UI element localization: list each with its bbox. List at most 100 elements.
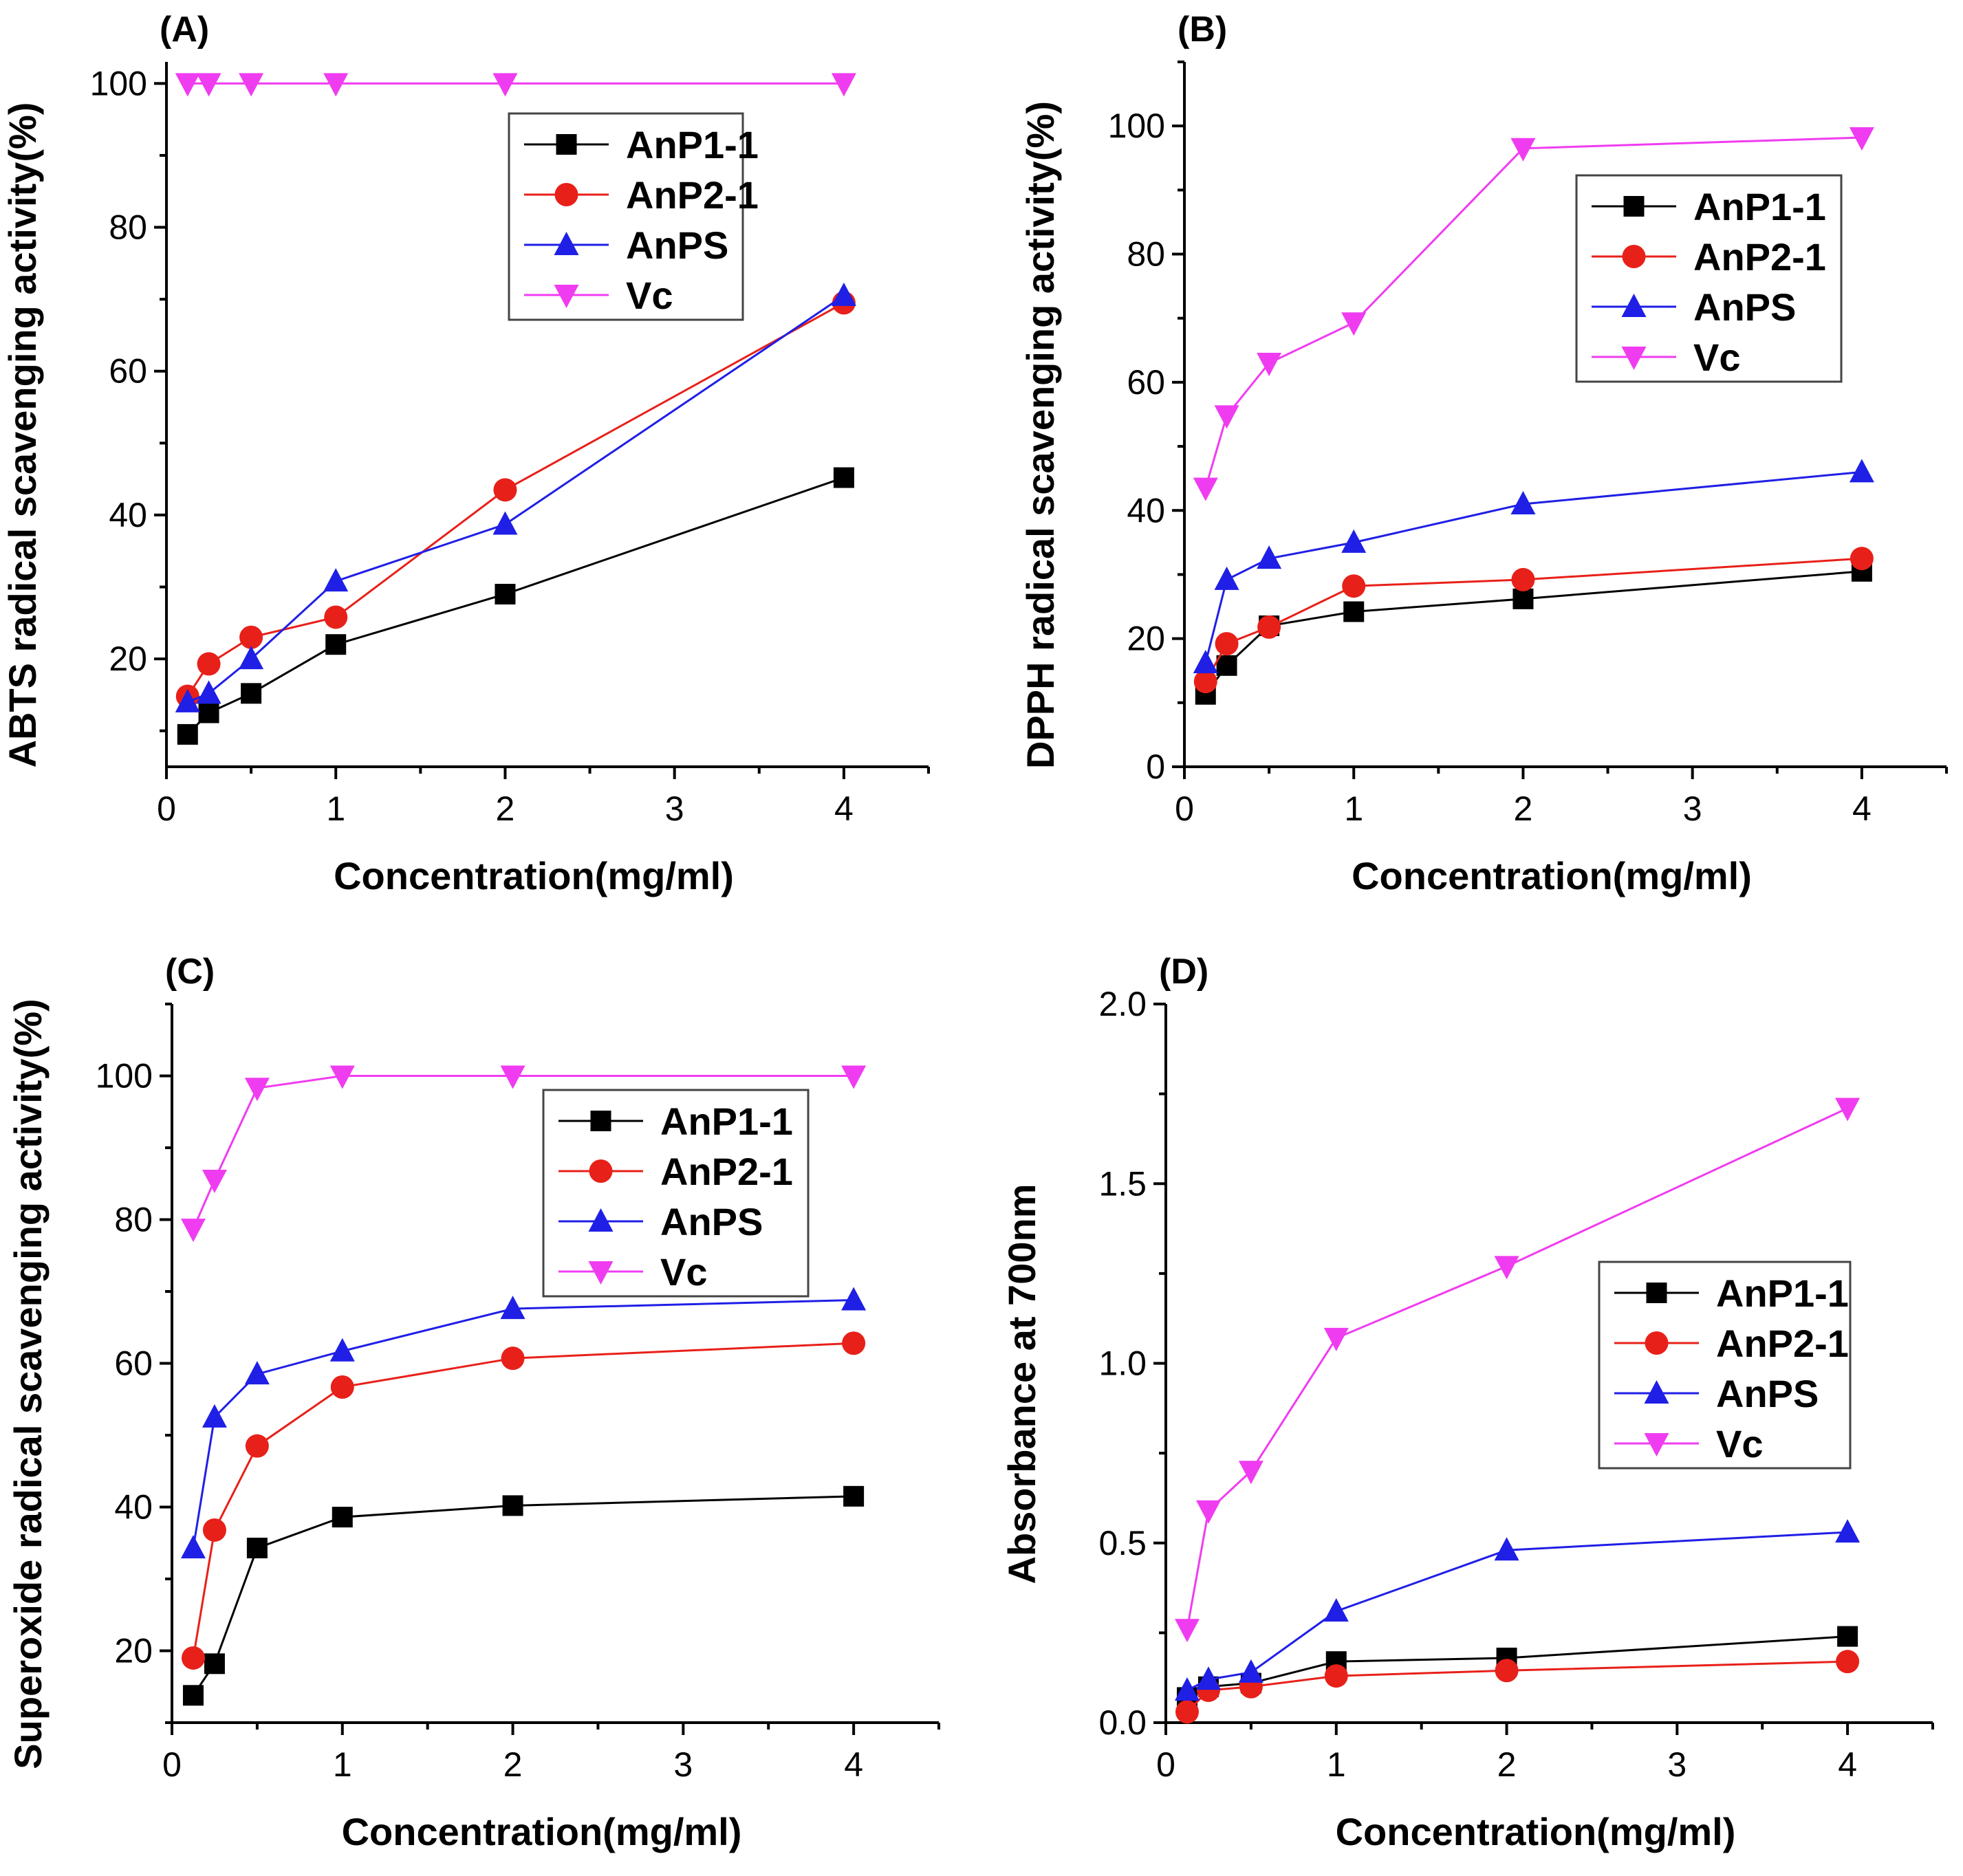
legend-marker-anps: [588, 1208, 614, 1232]
data-point-vc: [500, 1065, 525, 1089]
legend-label-anp2-1: AnP2-1: [1716, 1322, 1849, 1365]
data-point-anps: [1257, 545, 1282, 569]
y-tick-label: 60: [109, 352, 147, 391]
x-tick-label: 0: [162, 1745, 182, 1784]
x-tick-label: 1: [326, 789, 345, 828]
data-point-anps: [329, 1338, 355, 1362]
y-tick-label: 100: [96, 1057, 153, 1095]
data-point-anp2-1: [1850, 547, 1874, 571]
data-point-anps: [175, 688, 200, 712]
panel-c: 0 1 2 3 4 20 40 60 80 100 Concentration(mg/ml) Supe…: [6, 952, 940, 1853]
data-point-anps: [1341, 529, 1367, 553]
data-point-vc: [1238, 1461, 1264, 1485]
data-point-anp1-1: [182, 1685, 204, 1706]
x-tick-label: 2: [496, 789, 515, 828]
data-point-anps: [1195, 1666, 1221, 1690]
y-tick-label: 40: [114, 1488, 153, 1527]
legend-label-anp2-1: AnP2-1: [1693, 235, 1826, 279]
y-tick-label: 40: [1127, 491, 1165, 530]
x-tick-label: 1: [1327, 1745, 1346, 1784]
data-point-anps: [841, 1287, 867, 1311]
data-point-anp2-1: [1215, 632, 1239, 656]
data-point-vc: [180, 1219, 206, 1243]
data-point-anps: [202, 1404, 227, 1428]
series-line-anp2-1: [192, 1342, 854, 1659]
legend-marker-vc: [1644, 1433, 1669, 1457]
data-point-anp2-1: [197, 652, 221, 676]
x-axis-title: Concentration(mg/ml): [334, 854, 734, 897]
data-point-anps: [1510, 490, 1536, 514]
y-tick-label: 0: [1146, 748, 1165, 786]
panel-d: 0 1 2 3 4 0.0 0.5 1.0 1.5 2.0 Concentration(mg/ml)…: [1000, 952, 1934, 1853]
legend-marker-anps: [1644, 1380, 1669, 1404]
y-tick-label: 20: [109, 640, 147, 678]
series-vc: [180, 1065, 867, 1243]
data-point-anp2-1: [245, 1434, 269, 1458]
series-vc: [175, 73, 856, 97]
data-point-vc: [1193, 477, 1218, 501]
data-point-anp1-1: [1343, 601, 1365, 622]
data-point-vc: [1323, 1327, 1349, 1351]
legend-marker-anp1-1: [1623, 196, 1645, 217]
series-anps: [180, 1287, 867, 1559]
series-line-vc: [192, 1075, 854, 1230]
legend-box: [508, 112, 744, 321]
data-point-anp1-1: [1512, 588, 1534, 609]
y-tick-label: 80: [109, 208, 147, 247]
x-tick-label: 2: [1514, 789, 1533, 828]
panel-label: (B): [1178, 10, 1227, 50]
data-point-anps: [1323, 1598, 1349, 1622]
x-tick-label: 2: [1497, 1745, 1517, 1784]
panel-label: (C): [165, 952, 215, 992]
y-axis-title: Absorbance at 700nm: [1000, 1184, 1043, 1584]
data-point-anp1-1: [1216, 655, 1237, 676]
data-point-anp2-1: [181, 1646, 205, 1670]
y-tick-label: 1.5: [1098, 1164, 1147, 1203]
y-axis-title: Superoxide radical scavenging activity(%…: [6, 999, 50, 1769]
y-tick-label: 0.5: [1098, 1524, 1147, 1562]
legend-label-anps: AnPS: [660, 1200, 763, 1243]
x-tick-label: 4: [844, 1745, 863, 1784]
series-line-vc: [1186, 1107, 1848, 1630]
series-line-vc: [1204, 136, 1862, 489]
x-tick-label: 4: [1852, 789, 1872, 828]
legend-marker-anps: [554, 232, 579, 255]
data-point-anp1-1: [241, 683, 262, 704]
legend: AnP1-1 AnP2-1 AnPS Vc: [508, 112, 759, 321]
panel-label: (D): [1159, 952, 1208, 992]
y-tick-label: 40: [109, 496, 147, 534]
data-point-anp1-1: [833, 467, 854, 488]
legend-label-anps: AnPS: [1693, 285, 1796, 329]
data-point-anp2-1: [493, 478, 517, 502]
legend-marker-anp2-1: [1645, 1331, 1669, 1355]
data-point-anp2-1: [1495, 1659, 1519, 1683]
legend-label-anp1-1: AnP1-1: [1693, 185, 1826, 228]
legend: AnP1-1 AnP2-1 AnPS Vc: [1575, 174, 1843, 383]
legend-label-anp2-1: AnP2-1: [626, 173, 759, 217]
data-point-anp2-1: [1511, 567, 1535, 591]
legend-label-anp1-1: AnP1-1: [660, 1100, 793, 1143]
data-point-vc: [1174, 1619, 1200, 1643]
x-tick-label: 3: [665, 789, 684, 828]
series-anps: [1193, 459, 1874, 674]
x-tick-label: 1: [1344, 789, 1363, 828]
data-point-anp2-1: [501, 1346, 525, 1371]
y-axis-title: DPPH radical scavenging activity(%): [1019, 101, 1062, 769]
data-point-anp1-1: [332, 1507, 353, 1528]
legend-label-vc: Vc: [660, 1250, 708, 1294]
x-tick-label: 3: [673, 1745, 693, 1784]
data-point-anps: [1238, 1659, 1264, 1683]
data-point-vc: [1341, 312, 1367, 336]
x-tick-label: 3: [1667, 1745, 1687, 1784]
data-point-anps: [323, 568, 349, 592]
data-point-anps: [1214, 566, 1239, 590]
data-point-anp2-1: [1175, 1700, 1199, 1724]
data-point-anp1-1: [204, 1653, 225, 1675]
legend-label-anp2-1: AnP2-1: [660, 1150, 793, 1193]
legend-box: [542, 1089, 810, 1298]
legend-label-anps: AnPS: [1716, 1372, 1819, 1415]
x-axis-title: Concentration(mg/ml): [1336, 1810, 1736, 1853]
data-point-vc: [492, 73, 518, 97]
data-point-anp1-1: [198, 702, 219, 723]
y-tick-label: 80: [1127, 235, 1165, 274]
